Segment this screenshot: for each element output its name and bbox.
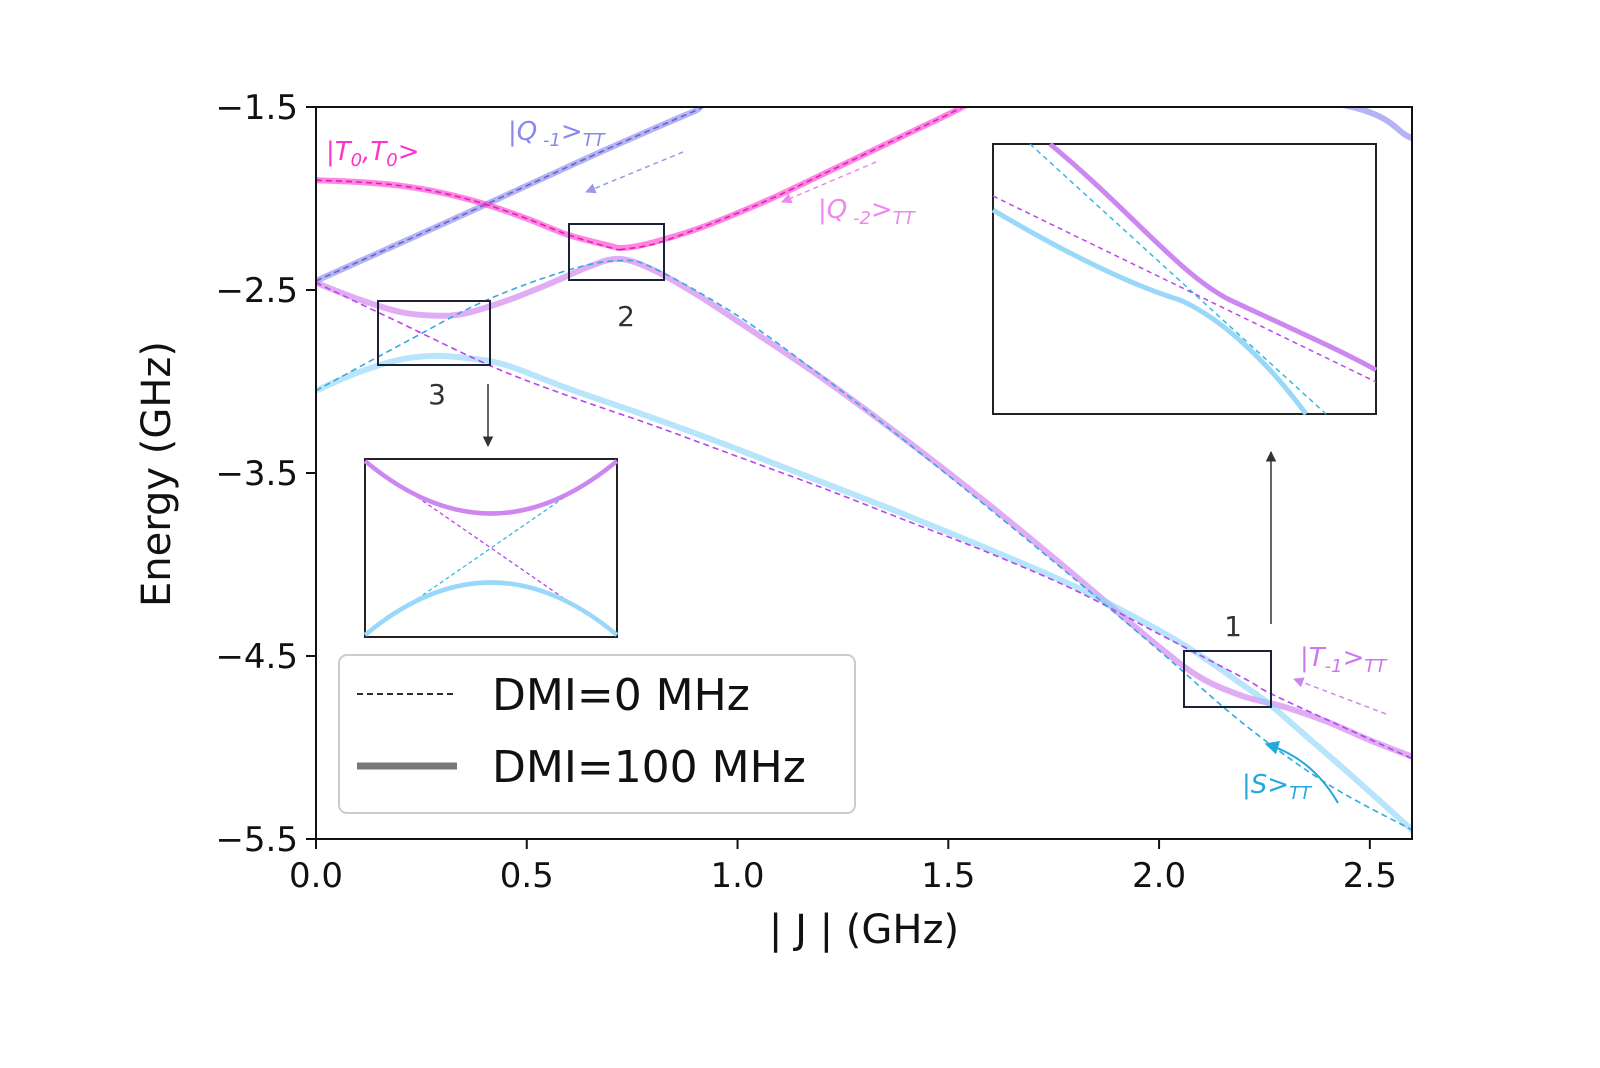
annotation-q1-tail: > bbox=[561, 117, 583, 147]
x-tick-label-2: 1.0 bbox=[710, 856, 764, 896]
annotation-t0t0-tail: > bbox=[398, 137, 420, 167]
y-tick-label-1: −2.5 bbox=[215, 271, 298, 311]
annotation-q1-sub2: TT bbox=[583, 130, 607, 151]
annotation-q1-sub: -1 bbox=[537, 130, 561, 151]
svg-text:|T0,T0>: |T0,T0> bbox=[326, 137, 420, 171]
inset-1-cyan-dashed bbox=[1029, 143, 1327, 415]
x-tick-label-3: 1.5 bbox=[921, 856, 975, 896]
series-line-dmi100-2 bbox=[316, 255, 1412, 760]
series-line-dmi0-6 bbox=[619, 107, 965, 251]
x-tick-label-1: 0.5 bbox=[500, 856, 554, 896]
zoom-box-2 bbox=[568, 223, 665, 281]
x-tick-label-4: 2.0 bbox=[1132, 856, 1186, 896]
series-line-dmi0-7 bbox=[316, 281, 1412, 760]
annotation-q1-arrow bbox=[585, 151, 684, 194]
annotation-t1-tail: > bbox=[1343, 643, 1365, 673]
legend-label-dmi100: DMI=100 MHz bbox=[492, 742, 806, 793]
annotation-t1-arrow bbox=[1293, 677, 1387, 715]
annotation-q1-main: |Q bbox=[508, 117, 537, 147]
annotation-q2-main: |Q bbox=[818, 195, 847, 225]
svg-text:|S>TT: |S>TT bbox=[1242, 770, 1313, 804]
zoom-box-2-label: 2 bbox=[617, 300, 635, 333]
series-line-dmi0-5 bbox=[316, 179, 620, 251]
annotation-q1: |Q -1>TT bbox=[508, 117, 684, 194]
annotation-q2-sub2: TT bbox=[893, 208, 917, 229]
zoom-box-3 bbox=[377, 300, 491, 366]
annotation-q2-arrow bbox=[781, 161, 877, 204]
y-tick-label-4: −5.5 bbox=[215, 820, 298, 860]
annotation-s-sub: TT bbox=[1289, 783, 1313, 804]
series-line-dmi100-0 bbox=[316, 107, 1412, 284]
svg-text:|Q -1>TT: |Q -1>TT bbox=[508, 117, 607, 151]
series-layer bbox=[316, 107, 1412, 833]
tick-layer: 0.0 0.5 1.0 1.5 2.0 2.5 −1.5 −2.5 −3.5 −4.5 −5.5 bbox=[215, 88, 1396, 896]
annotation-t0t0-sub: 0 bbox=[351, 150, 362, 171]
x-tick-label-0: 0.0 bbox=[289, 856, 343, 896]
zoom-boxes bbox=[377, 223, 1272, 708]
inset-1-purple-dashed bbox=[992, 195, 1377, 383]
series-line-dmi0-4 bbox=[316, 107, 706, 282]
annotation-t0t0-sub2: 0 bbox=[386, 150, 397, 171]
legend: DMI=0 MHz DMI=100 MHz bbox=[338, 654, 856, 814]
annotation-q2-tail: > bbox=[871, 195, 893, 225]
legend-label-dmi0: DMI=0 MHz bbox=[492, 670, 750, 721]
annotation-q2-sub: -2 bbox=[847, 208, 871, 229]
annotation-t1-main: |T bbox=[1300, 643, 1327, 673]
svg-text:|T-1>TT: |T-1>TT bbox=[1300, 643, 1388, 677]
y-tick-label-3: −4.5 bbox=[215, 637, 298, 677]
y-tick-label-2: −3.5 bbox=[215, 454, 298, 494]
annotation-q2: |Q -2>TT bbox=[781, 161, 917, 229]
annotation-s: |S>TT bbox=[1242, 740, 1339, 804]
inset-box-1 bbox=[991, 142, 1378, 416]
zoom-box-1-label: 1 bbox=[1224, 610, 1242, 643]
series-line-dmi100-3 bbox=[316, 352, 1412, 833]
series-line-dmi100-1 bbox=[316, 107, 969, 251]
annotation-t0t0-mid: ,T bbox=[362, 137, 388, 167]
svg-text:|Q -2>TT: |Q -2>TT bbox=[818, 195, 917, 229]
annotation-t0t0: |T0,T0> bbox=[326, 137, 420, 171]
annotation-t0t0-main: |T bbox=[326, 137, 353, 167]
inset-3-cyan-solid bbox=[363, 580, 619, 637]
zoom-box-3-label: 3 bbox=[428, 378, 446, 411]
x-axis-title: | J | (GHz) bbox=[769, 907, 959, 953]
y-tick-label-0: −1.5 bbox=[215, 88, 298, 128]
annotation-t1-sub: -1 bbox=[1325, 656, 1343, 677]
zoom-box-1 bbox=[1183, 650, 1272, 708]
annotation-s-main: |S> bbox=[1242, 770, 1289, 800]
inset-box-3 bbox=[363, 458, 619, 638]
inset-1-purple-solid bbox=[1048, 142, 1378, 373]
annotation-t1-sub2: TT bbox=[1364, 656, 1388, 677]
inset-1-cyan-solid bbox=[991, 207, 1309, 416]
x-tick-label-5: 2.5 bbox=[1343, 856, 1397, 896]
legend-frame bbox=[338, 654, 856, 814]
annotation-s-arrow bbox=[1264, 740, 1339, 804]
annotation-t1: |T-1>TT bbox=[1293, 643, 1388, 715]
y-axis-title: Energy (GHz) bbox=[134, 341, 180, 607]
series-line-dmi0-8 bbox=[316, 259, 1412, 831]
inset-3-purple-solid bbox=[363, 459, 619, 516]
